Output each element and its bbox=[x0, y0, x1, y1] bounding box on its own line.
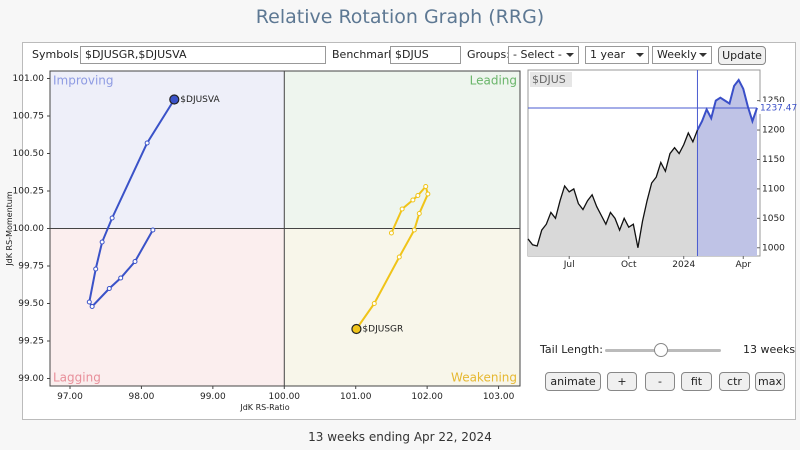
x-tick-label: 99.00 bbox=[200, 392, 226, 402]
tail-point bbox=[410, 197, 416, 203]
head-point bbox=[169, 94, 180, 105]
control-button[interactable]: fit bbox=[681, 372, 712, 391]
y-tick-label: 1000 bbox=[762, 243, 785, 253]
quadrant-label: Weakening bbox=[451, 371, 517, 385]
y-tick-label: 99.25 bbox=[18, 337, 44, 347]
y-tick-label: 1250 bbox=[762, 96, 785, 106]
groups-label: Groups: bbox=[467, 48, 510, 61]
x-tick-label: 103.00 bbox=[483, 392, 515, 402]
x-axis-label: JdK RS-Ratio bbox=[239, 403, 289, 412]
x-tick-label: Jul bbox=[563, 260, 575, 270]
benchmark-label: Benchmark: bbox=[332, 48, 399, 61]
x-tick-label: 97.00 bbox=[57, 392, 83, 402]
y-tick-label: 100.25 bbox=[13, 187, 45, 197]
y-tick-label: 101.00 bbox=[13, 74, 45, 84]
y-tick-label: 100.50 bbox=[13, 149, 45, 159]
tail-point bbox=[93, 266, 99, 272]
y-tick-label: 1200 bbox=[762, 126, 785, 136]
x-tick-label: 98.00 bbox=[129, 392, 155, 402]
window-area bbox=[697, 80, 757, 256]
tail-point bbox=[132, 259, 138, 264]
series-label: $DJUSGR bbox=[362, 325, 403, 335]
last-price-box bbox=[759, 101, 793, 114]
control-button[interactable]: - bbox=[645, 372, 675, 391]
y-tick-label: 1150 bbox=[762, 155, 785, 165]
tail-point bbox=[371, 301, 377, 306]
tail-point bbox=[411, 227, 417, 233]
quadrant bbox=[284, 228, 520, 386]
x-tick-label: 102.00 bbox=[411, 392, 443, 402]
tail-length-label: Tail Length: bbox=[540, 343, 603, 356]
footer: 13 weeks ending Apr 22, 2024 bbox=[308, 430, 492, 444]
tail-length-value: 13 weeks bbox=[743, 343, 796, 356]
tail-point bbox=[99, 239, 105, 245]
symbols-label: Symbols: bbox=[32, 48, 83, 61]
x-tick-label: 2024 bbox=[672, 260, 695, 270]
tail-point bbox=[415, 193, 421, 198]
y-tick-label: 100.75 bbox=[13, 112, 45, 122]
tail-point bbox=[150, 227, 156, 233]
control-button[interactable]: animate bbox=[545, 372, 601, 391]
tail-point bbox=[118, 275, 124, 281]
tail-point bbox=[396, 254, 402, 260]
update-button[interactable]: Update bbox=[718, 46, 766, 65]
quadrant-label: Improving bbox=[53, 74, 114, 88]
tail-point bbox=[416, 211, 422, 216]
symbol-box bbox=[530, 72, 572, 87]
tail-point bbox=[109, 215, 115, 221]
tail-slider-thumb[interactable] bbox=[654, 343, 668, 357]
y-tick-label: 100.00 bbox=[13, 224, 45, 234]
quadrant bbox=[284, 71, 520, 229]
tail-point bbox=[399, 206, 405, 212]
last-price-label: 1237.47 bbox=[760, 103, 797, 113]
price-line bbox=[527, 129, 699, 248]
quadrant-label: Lagging bbox=[53, 371, 101, 385]
series-label: $DJUSVA bbox=[180, 95, 220, 105]
symbol-label: $DJUS bbox=[532, 73, 566, 86]
quadrant bbox=[50, 71, 285, 229]
rrg-chart: Improving Leading Lagging Weakening 97.00 98.… bbox=[5, 70, 521, 412]
frequency-select[interactable]: Weekly bbox=[652, 46, 712, 64]
symbols-input[interactable]: $DJUSGR,$DJUSVA bbox=[80, 46, 326, 64]
groups-select[interactable]: - Select - bbox=[508, 46, 579, 64]
page-title: Relative Rotation Graph (RRG) bbox=[255, 6, 545, 28]
tail-point bbox=[388, 230, 394, 236]
tail-point bbox=[144, 140, 150, 146]
tail-point bbox=[423, 184, 429, 189]
y-axis-label: JdK RS-Momentum bbox=[5, 191, 14, 267]
y-tick-label: 1050 bbox=[762, 214, 785, 224]
y-tick-label: 99.00 bbox=[18, 374, 44, 384]
tail-point bbox=[89, 304, 95, 309]
y-tick-label: 99.75 bbox=[18, 262, 44, 272]
period-select[interactable]: 1 year bbox=[585, 46, 649, 64]
x-tick-label: 100.00 bbox=[269, 392, 301, 402]
x-tick-label: Oct bbox=[621, 260, 637, 270]
x-tick-label: Apr bbox=[735, 260, 751, 270]
tail-point bbox=[106, 286, 112, 291]
control-button[interactable]: ctr bbox=[719, 372, 750, 391]
control-button[interactable]: max bbox=[755, 372, 785, 391]
tail-point bbox=[425, 191, 431, 197]
x-tick-label: 101.00 bbox=[340, 392, 372, 402]
y-tick-label: 99.50 bbox=[18, 299, 44, 309]
y-tick-label: 1100 bbox=[762, 184, 785, 194]
benchmark-input[interactable]: $DJUS bbox=[390, 46, 461, 64]
tail-point bbox=[86, 299, 92, 305]
control-button[interactable]: + bbox=[607, 372, 637, 391]
head-point bbox=[351, 323, 362, 335]
quadrant bbox=[50, 228, 285, 386]
quadrant-label: Leading bbox=[470, 74, 517, 88]
window-price-line bbox=[696, 78, 758, 131]
